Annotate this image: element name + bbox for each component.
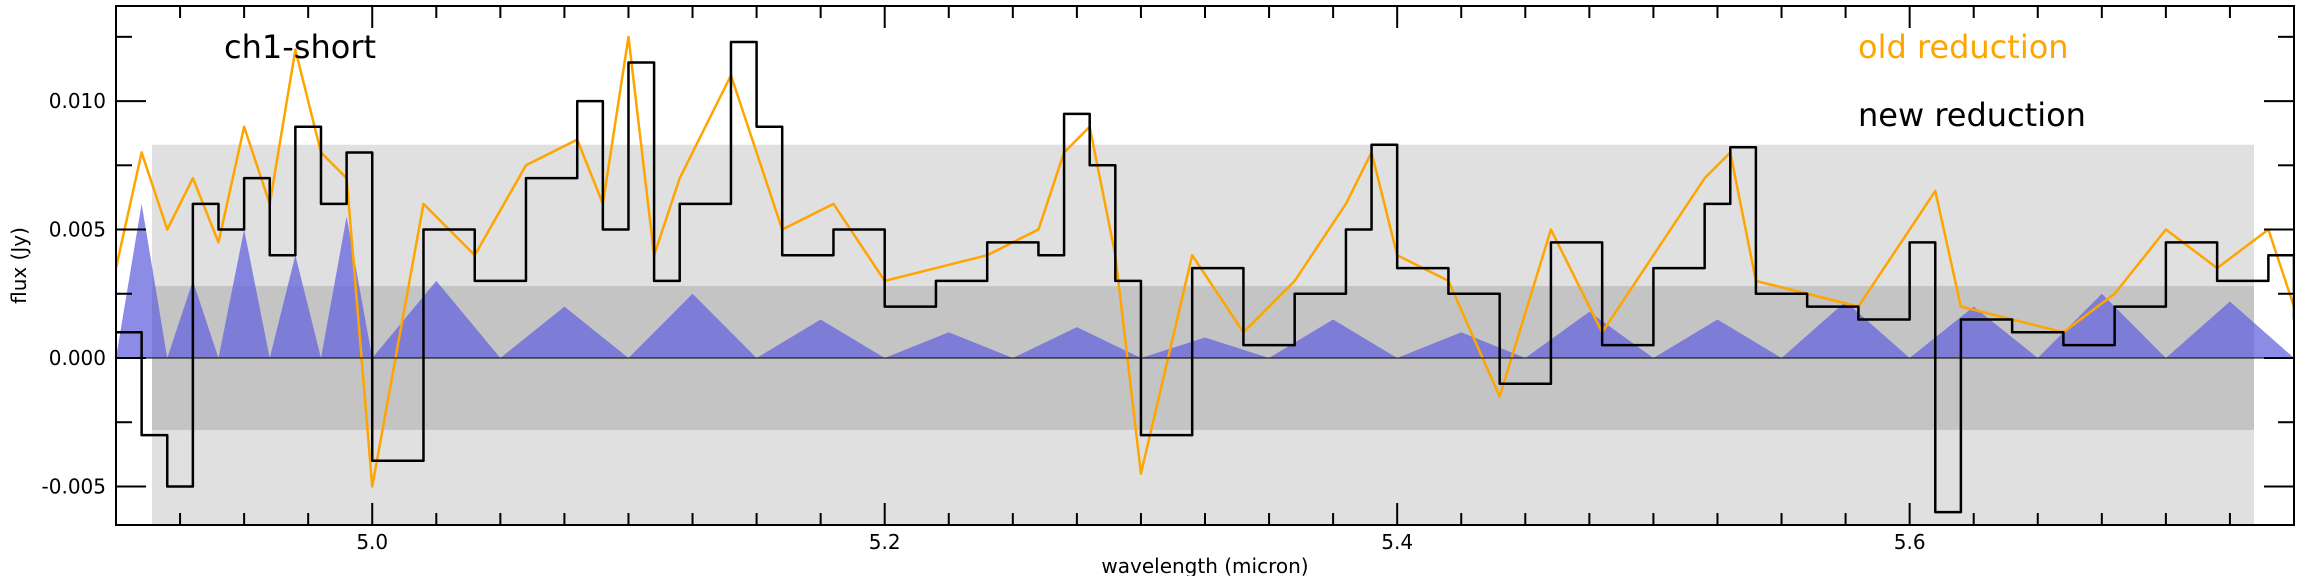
tick-labels: 5.0 5.2 5.4 5.6 -0.005 0.000 0.005 0.010 <box>42 89 1926 554</box>
x-tick-label: 5.2 <box>869 530 901 554</box>
legend-old-reduction: old reduction <box>1858 28 2069 66</box>
series-line-1 <box>116 40 2294 514</box>
y-tick-label: 0.010 <box>49 89 106 113</box>
x-tick-label: 5.6 <box>1894 530 1926 554</box>
series-fill-2 <box>116 203 2294 358</box>
x-tick-label: 5.4 <box>1381 530 1413 554</box>
channel-label: ch1-short <box>224 28 376 66</box>
data-series <box>116 35 2294 514</box>
y-tick-label: 0.005 <box>49 218 106 242</box>
x-axis-label: wavelength (micron) <box>1101 554 1308 576</box>
legend-new-reduction: new reduction <box>1858 96 2086 134</box>
y-axis-label: flux (Jy) <box>7 227 31 304</box>
axis-ticks <box>115 6 2295 525</box>
y-tick-label: 0.000 <box>49 346 106 370</box>
x-tick-label: 5.0 <box>356 530 388 554</box>
y-tick-label: -0.005 <box>42 474 106 498</box>
